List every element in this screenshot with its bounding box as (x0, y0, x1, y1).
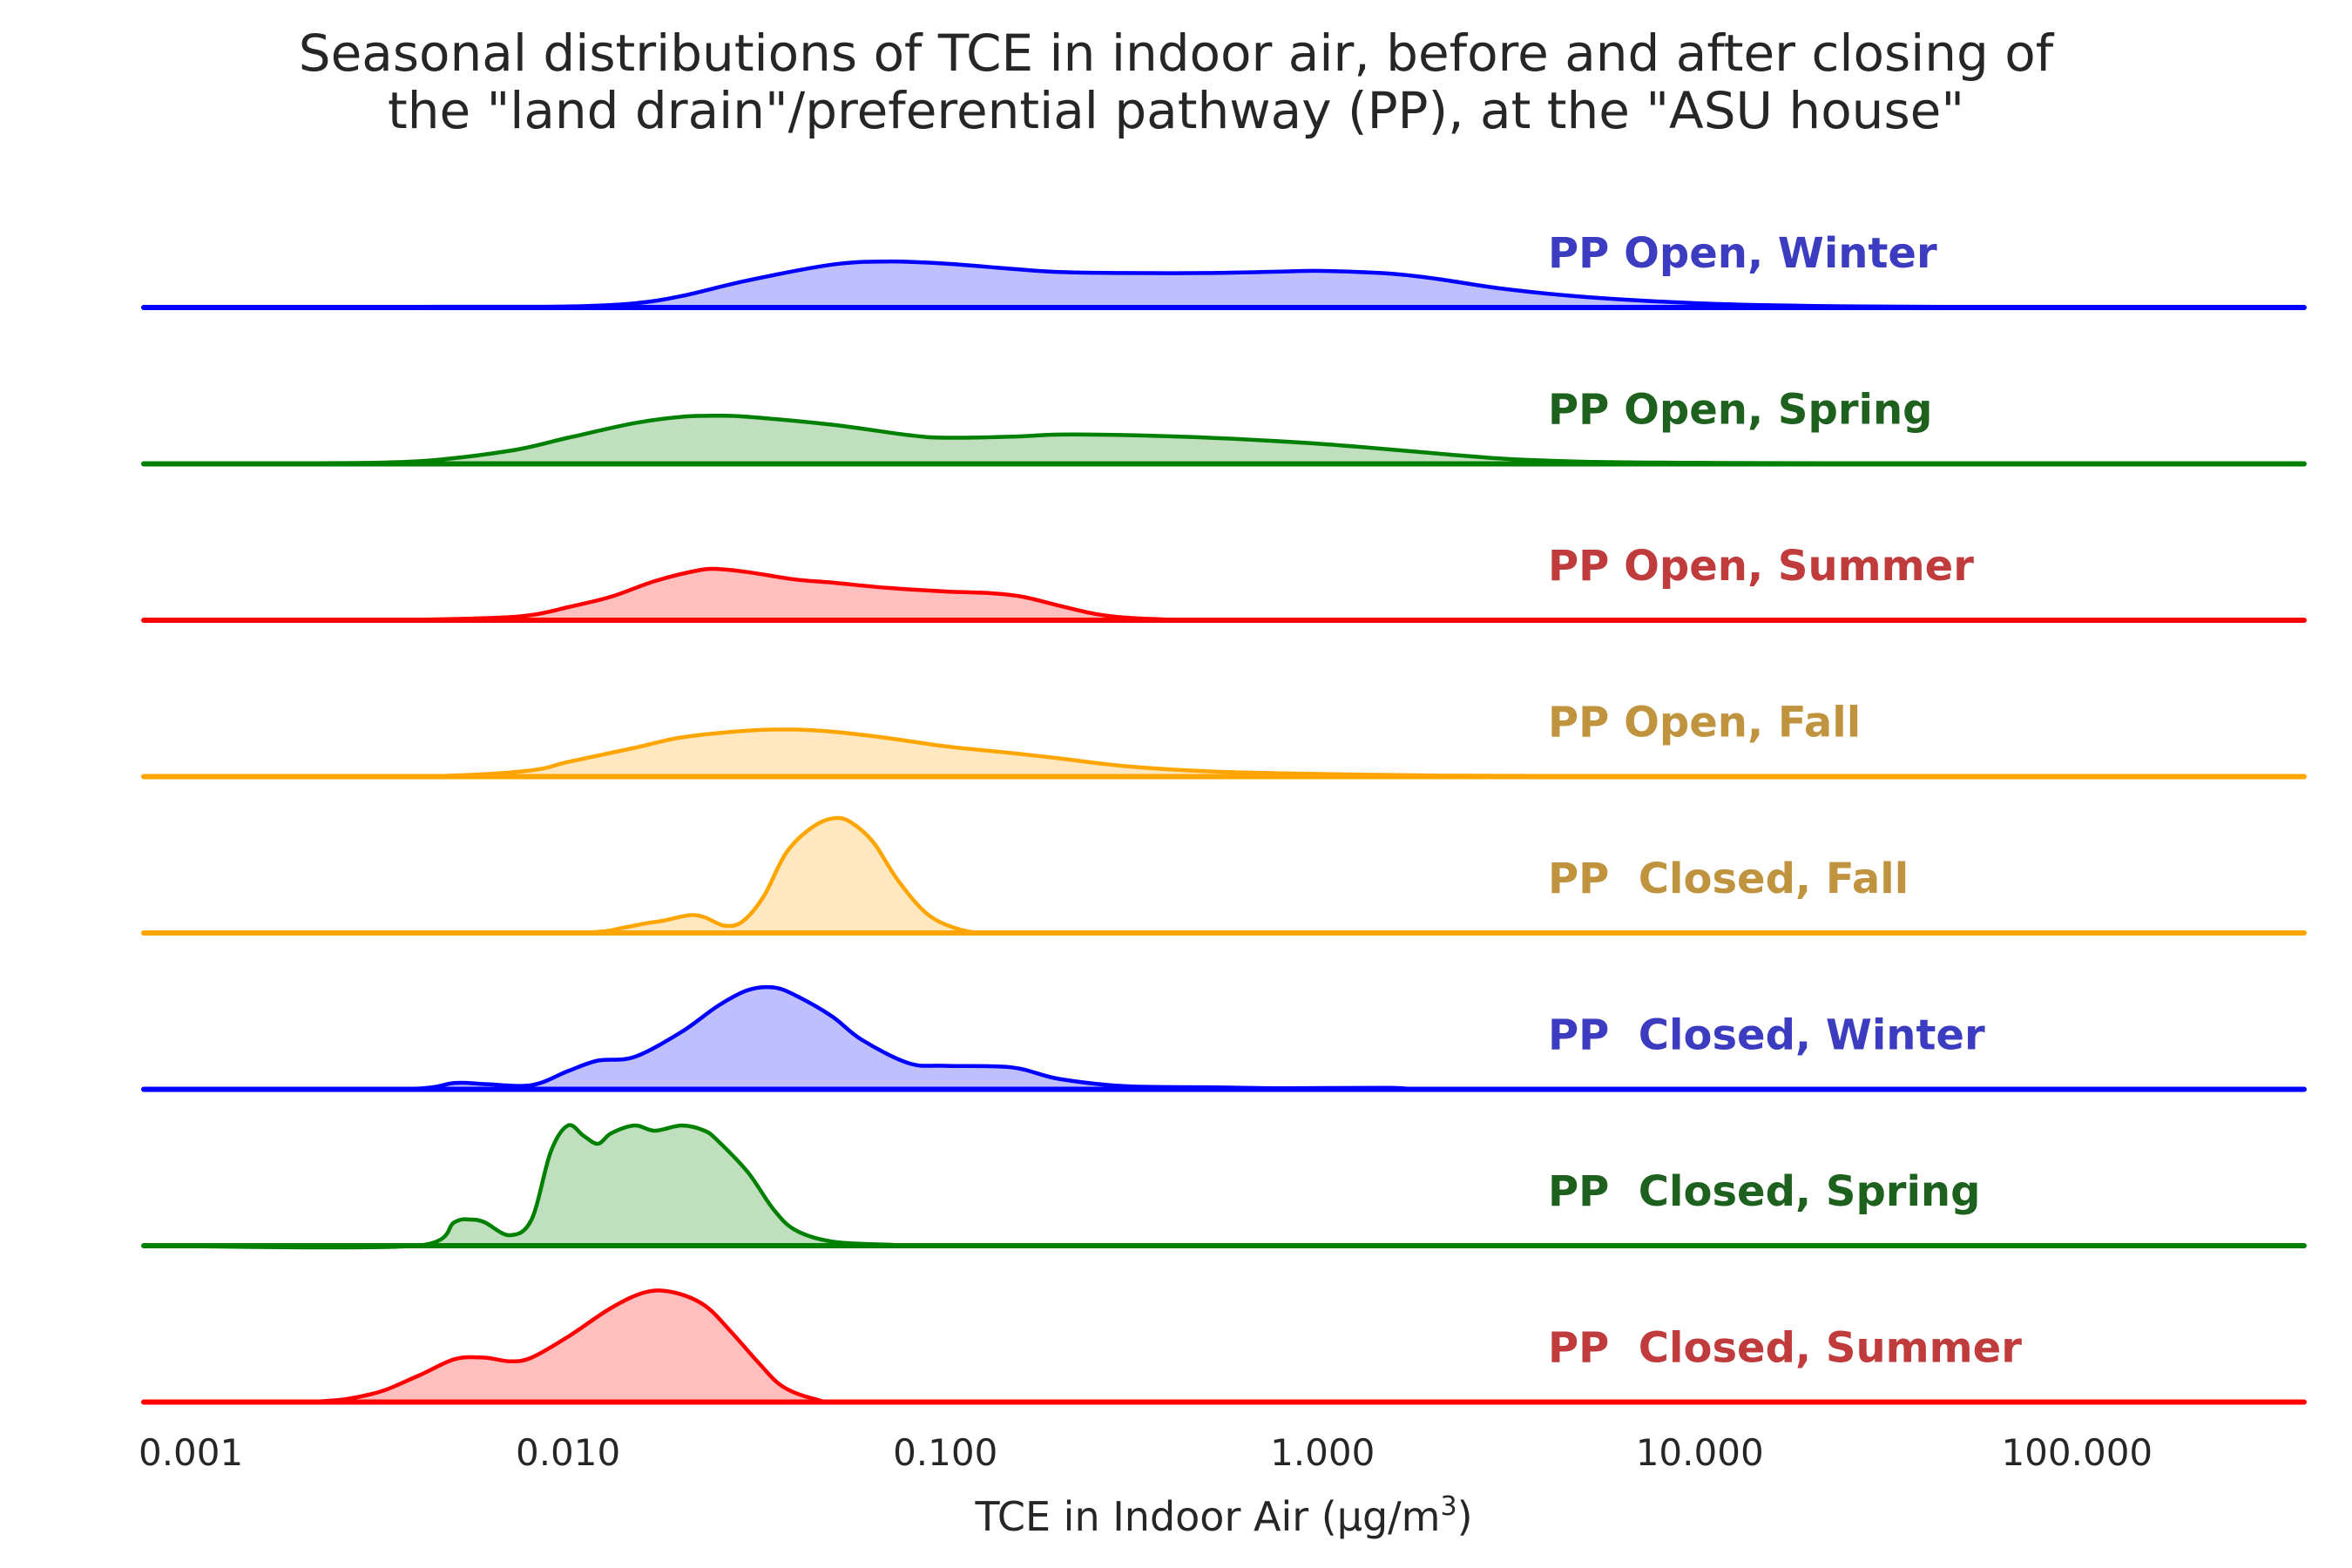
density-fill (144, 818, 2304, 934)
ridge-label: PP Open, Spring (1548, 386, 1933, 435)
x-axis-label: TCE in Indoor Air (μg/m3) (974, 1491, 1472, 1540)
density-fill (144, 569, 2304, 621)
x-tick-label: 100.000 (2001, 1431, 2153, 1474)
x-tick-label: 0.010 (516, 1431, 620, 1474)
density-curve (143, 727, 2305, 779)
density-curve (143, 815, 2304, 936)
ridge-label: PP Closed, Summer (1548, 1324, 2022, 1373)
ridge-pp-closed-spring: PP Closed, Spring (141, 1123, 2307, 1250)
ridge-label: PP Closed, Spring (1548, 1167, 1980, 1216)
chart-title-line-1: Seasonal distributions of TCE in indoor … (299, 24, 2055, 83)
ridge-pp-open-summer: PP Open, Summer (141, 542, 2307, 623)
ridge-label: PP Closed, Winter (1548, 1011, 1985, 1060)
ridge-pp-closed-fall: PP Closed, Fall (141, 815, 2307, 936)
ridge-pp-open-fall: PP Open, Fall (141, 699, 2307, 780)
x-tick-label: 1.000 (1270, 1431, 1375, 1474)
chart-title: Seasonal distributions of TCE in indoor … (299, 24, 2055, 140)
density-fill (144, 729, 2304, 777)
density-fill (144, 987, 2304, 1091)
chart-title-line-2: the "land drain"/preferential pathway (P… (388, 81, 1964, 140)
ridge-pp-closed-winter: PP Closed, Winter (141, 984, 2307, 1092)
x-tick-label: 0.100 (893, 1431, 997, 1474)
ridge-label: PP Open, Fall (1548, 699, 1861, 747)
x-tick-label: 0.001 (139, 1431, 243, 1474)
ridge-label: PP Open, Winter (1548, 229, 1937, 278)
ridge-pp-open-spring: PP Open, Spring (141, 386, 2307, 467)
ridge-label: PP Closed, Fall (1548, 855, 1909, 903)
density-fill (144, 1125, 2304, 1247)
ridge-label: PP Open, Summer (1548, 542, 1974, 591)
ridge-pp-open-winter: PP Open, Winter (141, 229, 2307, 310)
x-tick-label: 10.000 (1636, 1431, 1764, 1474)
x-axis-ticks: 0.001 0.010 0.100 1.000 10.000 100.000 (139, 1431, 2153, 1474)
density-curve (143, 566, 2305, 623)
ridge-pp-closed-summer: PP Closed, Summer (141, 1288, 2307, 1405)
density-fill (144, 261, 2304, 308)
density-fill (144, 1290, 2304, 1403)
ridge-series-group: PP Open, Winter PP Open, Spring PP Open, S… (141, 229, 2307, 1405)
